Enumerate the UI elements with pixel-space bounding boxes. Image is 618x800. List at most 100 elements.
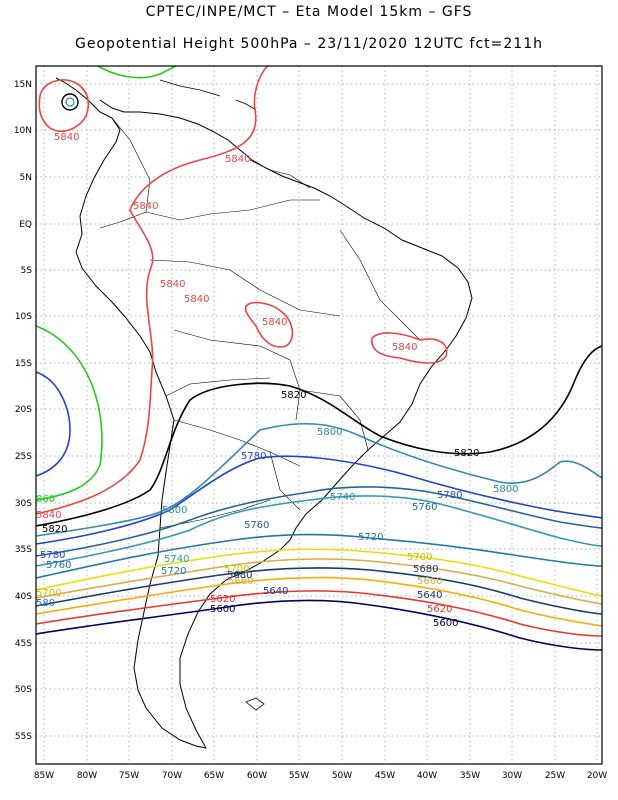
lon-label: 75W [119,771,139,781]
lat-label: 5N [20,173,32,183]
label-5840-w2: 5840 [160,279,185,290]
contour-5840 [36,66,269,515]
lon-label: 55W [289,771,309,781]
lat-label: 50S [15,685,32,695]
latitude-labels: 15N 10N 5N EQ 5S 10S 15S 20S 25S 30S 35S 40S 45S 50S 5… [14,80,32,742]
lon-label: 25W [545,771,565,781]
label-5600: 5600 [433,618,458,629]
contour-5640 [36,576,602,627]
lon-label: 70W [162,771,182,781]
lat-label: 15N [14,80,32,90]
lon-label: 50W [332,771,352,781]
contour-5840-closed-nw [38,79,90,132]
label-5740: 5740 [330,492,355,503]
label-5700-west: 5700 [224,564,249,575]
label-5800: 5800 [493,484,518,495]
map-frame [35,65,603,765]
lat-label: 20S [15,405,32,415]
closed-high-core [65,97,75,107]
label-5680-west: 5680 [227,570,252,581]
contour-5840-closed-c [244,301,294,348]
lat-label: 5S [21,266,33,276]
contour-5860 [36,325,103,501]
lat-label: 10S [15,312,32,322]
lat-label: EQ [19,220,32,230]
south-america-coastline [55,77,473,749]
label-5840-c: 5840 [262,317,287,328]
lon-label: 80W [77,771,97,781]
label-580-edge: 580 [36,598,55,609]
label-5820: 5820 [454,448,479,459]
lat-label: 25S [15,452,32,462]
lat-label: 10N [14,126,32,136]
lat-label: 30S [15,499,32,509]
contour-5740 [36,495,602,567]
contour-5680 [36,558,602,605]
lat-label: 40S [15,592,32,602]
label-5840-ne: 5840 [392,342,417,353]
lat-label: 55S [15,732,32,742]
title-line-2: Geopotential Height 500hPa – 23/11/2020 … [75,36,543,52]
label-5840-nw: 5840 [54,132,79,143]
label-5660: 5660 [417,576,442,587]
label-5620: 5620 [427,604,452,615]
longitude-labels: 85W 80W 75W 70W 65W 60W 55W 50W 45W 40W 35W 30W 25W 2… [34,771,607,781]
label-5800-west: 5800 [162,505,187,516]
contour-5860-top [97,66,177,79]
lon-label: 40W [417,771,437,781]
graticule [36,66,602,764]
label-5740-west: 5740 [164,554,189,565]
falkland-islands [245,697,265,711]
label-5760-edge: 5760 [46,560,71,571]
contour-5780 [36,455,602,545]
contour-5800 [36,423,602,537]
caribbean-islands [159,79,257,111]
label-5820-edge: 5820 [42,524,67,535]
label-5680: 5680 [413,564,438,575]
label-5840-edge: 5840 [36,510,61,521]
contour-5840-closed-ne [371,332,448,364]
contour-labels: 5600 5600 5620 5620 5640 5640 5680 5660 … [36,132,518,629]
label-5760-mid: 5760 [244,520,269,531]
label-5840-w1: 5840 [184,294,209,305]
contour-5780-west [36,371,71,477]
contour-5720 [36,533,602,579]
lat-label: 35S [15,545,32,555]
lat-label: 15S [15,359,32,369]
lon-label: 35W [460,771,480,781]
contour-5620 [36,589,602,637]
label-5720-west: 5720 [161,566,186,577]
lon-label: 65W [204,771,224,781]
contour-5600 [36,599,602,651]
label-5600-west: 5600 [210,604,235,615]
label-5780-mid: 5780 [241,451,266,462]
contour-5660 [36,567,602,615]
label-5720: 5720 [358,532,383,543]
contour-5700 [36,548,602,597]
label-5700-edge: 5700 [36,588,61,599]
lon-label: 85W [34,771,54,781]
label-860-edge: 860 [36,494,55,505]
lat-label: 45S [15,639,32,649]
closed-high-ring [61,93,79,111]
lon-label: 30W [502,771,522,781]
label-5800-mid: 5800 [317,427,342,438]
label-5780-edge: 5780 [40,550,65,561]
label-5640: 5640 [417,590,442,601]
lon-label: 60W [247,771,267,781]
contour-5820 [36,345,602,527]
label-5840-w3: 5840 [133,201,158,212]
title-line-1: CPTEC/INPE/MCT – Eta Model 15km – GFS [145,4,473,20]
label-5820-mid: 5820 [281,390,306,401]
label-5620-west: 5620 [210,594,235,605]
label-5780: 5780 [437,490,462,501]
lon-label: 20W [587,771,607,781]
label-5640-west: 5640 [263,586,288,597]
label-5760: 5760 [412,502,437,513]
contour-5760 [36,486,602,557]
height-contours [36,66,602,651]
label-5700: 5700 [407,552,432,563]
label-5840-n: 5840 [225,154,250,165]
label-5660-west: 5660 [228,576,253,587]
